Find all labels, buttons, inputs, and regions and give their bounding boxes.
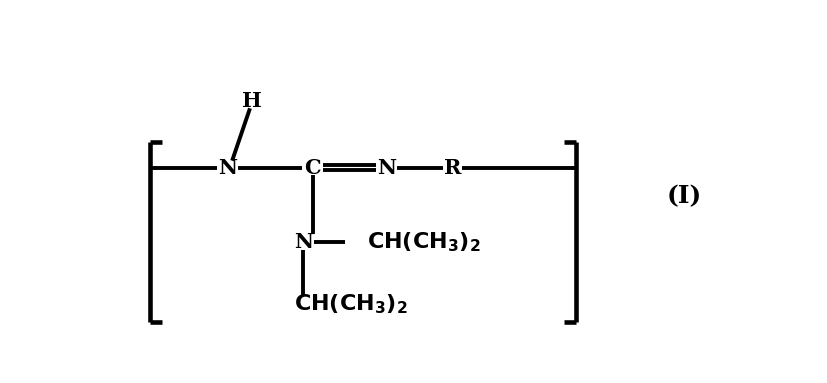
Text: H: H: [242, 92, 262, 111]
Text: (I): (I): [667, 184, 701, 208]
Text: $\mathbf{CH(CH_3)_2}$: $\mathbf{CH(CH_3)_2}$: [294, 292, 407, 316]
Text: $\mathbf{CH(CH_3)_2}$: $\mathbf{CH(CH_3)_2}$: [366, 231, 480, 254]
Text: R: R: [443, 158, 461, 178]
Text: C: C: [304, 158, 321, 178]
Text: N: N: [294, 232, 313, 252]
Text: N: N: [376, 158, 395, 178]
Text: N: N: [218, 158, 237, 178]
